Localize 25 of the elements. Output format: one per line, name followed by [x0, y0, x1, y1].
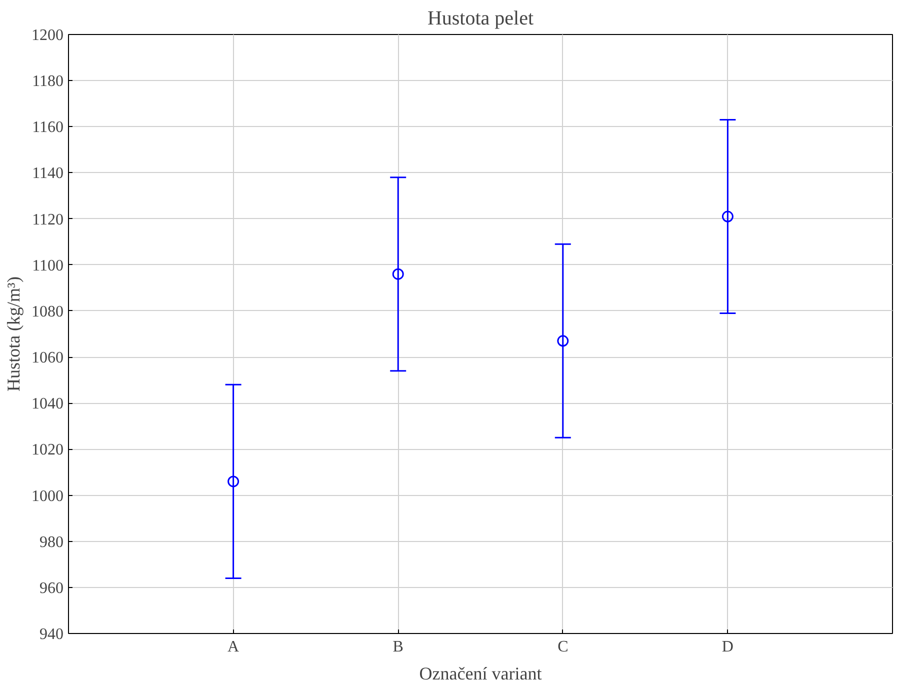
chart-title: Hustota pelet	[427, 8, 534, 30]
y-tick-label: 940	[40, 626, 64, 643]
y-tick-label: 1000	[32, 488, 64, 505]
y-tick-label: 1180	[32, 73, 64, 90]
x-tick-label: A	[228, 638, 240, 656]
y-tick-label: 980	[40, 534, 64, 551]
x-tick-label: B	[392, 638, 404, 656]
x-tick-label: D	[722, 638, 734, 656]
y-tick-label: 1200	[32, 27, 64, 44]
y-tick-label: 1140	[32, 165, 64, 182]
point	[392, 268, 404, 280]
point	[228, 476, 240, 488]
y-tick-label: 1020	[32, 442, 64, 459]
point	[557, 335, 569, 347]
y-tick-label: 1100	[32, 257, 64, 274]
y-tick-label: 1120	[32, 211, 64, 228]
y-tick-label: 1040	[32, 396, 64, 413]
x-tick-label: C	[558, 638, 568, 656]
x-axis-title: Označení variant	[419, 664, 542, 684]
y-tick-label: 1060	[32, 350, 64, 367]
y-tick-label: 1160	[32, 119, 64, 136]
y-tick-label: 960	[40, 580, 64, 597]
y-axis-title: Hustota (kg/m³)	[4, 276, 24, 392]
point	[722, 210, 734, 222]
y-tick-label: 1080	[32, 303, 64, 320]
